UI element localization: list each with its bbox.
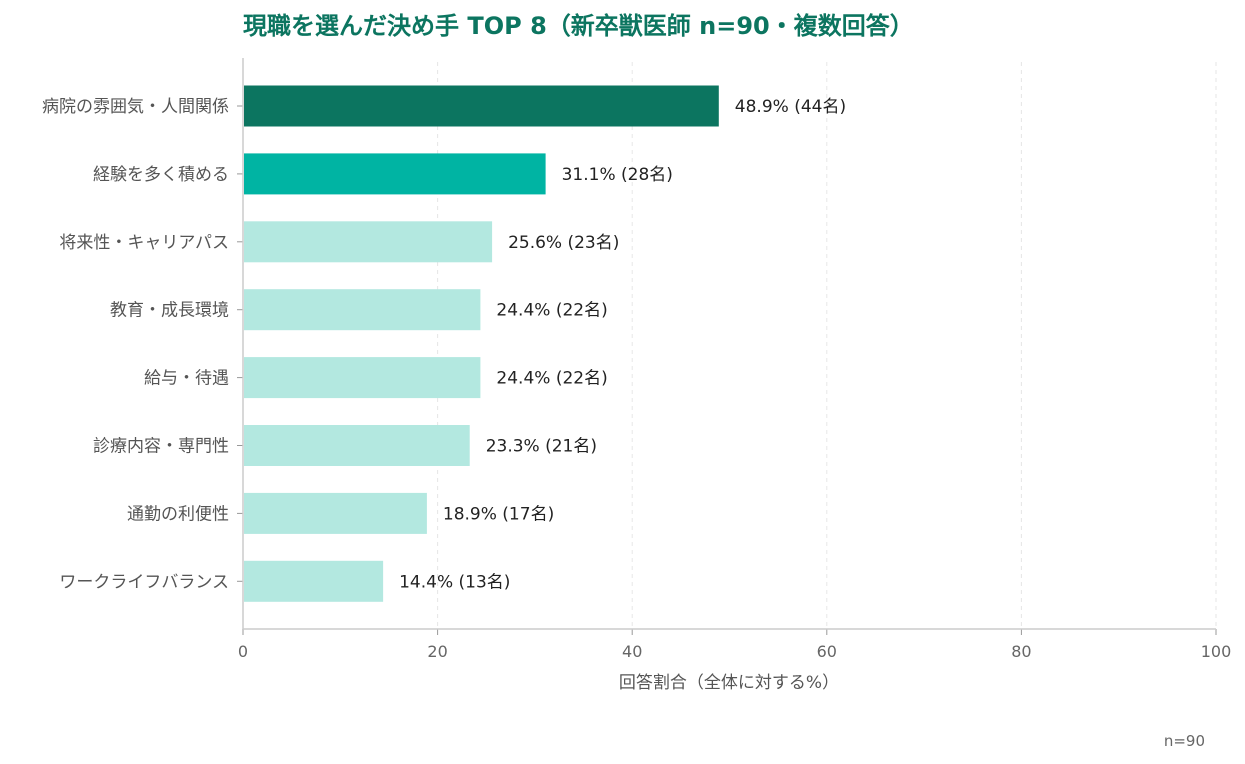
category-label: 通勤の利便性 [127,504,229,524]
bar [244,153,546,195]
data-labels: 48.9% (44名) 31.1% (28名) 25.6% (23名) 24.4% (… [399,97,846,592]
x-tick-label: 20 [427,642,447,661]
category-label: 給与・待遇 [144,369,229,389]
sample-size-note: n=90 [1164,732,1205,750]
bars-group [244,85,719,602]
x-axis-title: 回答割合（全体に対する%） [619,673,839,693]
bar [244,221,493,263]
category-label: 教育・成長環境 [110,301,229,321]
category-label: 経験を多く積める [93,165,229,185]
x-tick-label: 80 [1011,642,1031,661]
x-tick-label: 0 [238,642,248,661]
bar [244,425,470,466]
bar [244,357,481,399]
category-label: 病院の雰囲気・人間関係 [42,97,229,117]
x-tick-labels: 0 20 40 60 80 100 [238,642,1231,661]
x-tick-label: 40 [622,642,642,661]
data-label: 18.9% (17名) [443,504,554,524]
bar [244,492,427,534]
chart-title: 現職を選んだ決め手 TOP 8（新卒獣医師 n=90・複数回答） [243,12,914,40]
bar [244,560,384,602]
axes [237,58,1217,635]
grid-lines [437,62,1217,629]
data-label: 23.3% (21名) [486,437,597,457]
category-label: ワークライフバランス [59,572,229,592]
data-label: 48.9% (44名) [735,97,846,117]
data-label: 24.4% (22名) [496,301,607,321]
data-label: 14.4% (13名) [399,572,510,592]
category-label: 将来性・キャリアパス [59,233,229,253]
data-label: 25.6% (23名) [508,233,619,253]
data-label: 24.4% (22名) [496,369,607,389]
x-tick-label: 100 [1201,642,1232,661]
x-tick-label: 60 [817,642,837,661]
data-label: 31.1% (28名) [562,165,673,185]
bar [244,85,719,127]
bar [244,289,481,331]
category-label: 診療内容・専門性 [93,437,229,457]
category-labels: 病院の雰囲気・人間関係経験を多く積める将来性・キャリアパス教育・成長環境給与・待… [42,97,229,592]
